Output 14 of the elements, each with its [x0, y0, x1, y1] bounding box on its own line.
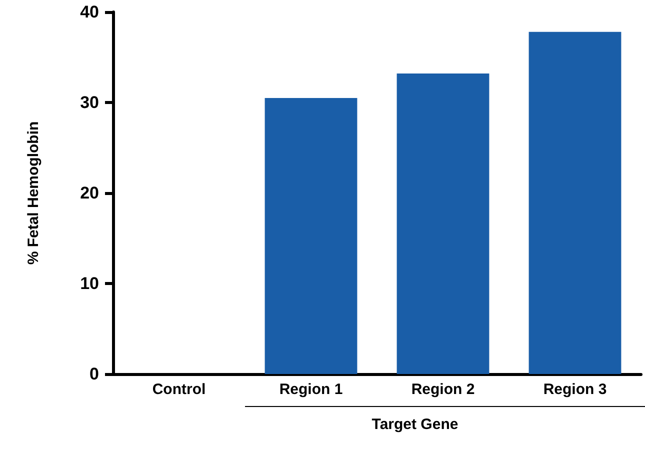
- y-axis-title: % Fetal Hemoglobin: [25, 121, 42, 265]
- bar: [396, 74, 490, 374]
- y-tick-label: 40: [80, 2, 99, 22]
- x-tick-label: Region 3: [543, 381, 607, 398]
- bar: [528, 32, 622, 374]
- text: Target Gene: [370, 416, 460, 433]
- y-tick-label: 0: [90, 364, 99, 384]
- bar: [264, 98, 358, 374]
- y-tick-label: 20: [80, 184, 99, 202]
- y-tick-label: 30: [80, 93, 99, 112]
- y-tick-label: 10: [80, 274, 99, 293]
- x-tick-label: Region 1: [279, 381, 343, 398]
- x-tick-label: Control: [152, 381, 206, 398]
- x-tick-label: Region 2: [411, 381, 475, 398]
